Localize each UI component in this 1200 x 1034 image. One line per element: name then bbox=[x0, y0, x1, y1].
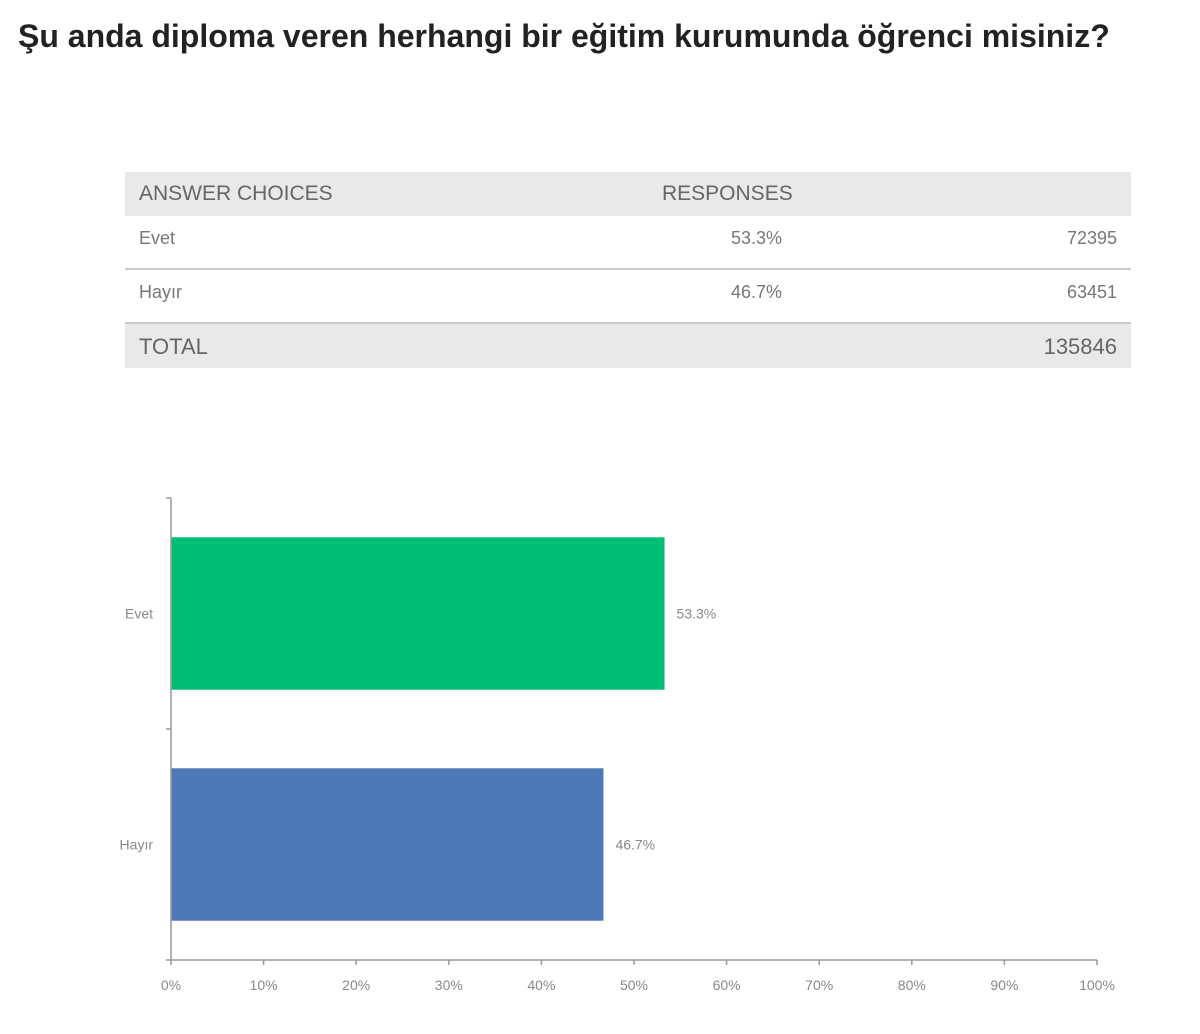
x-tick-label: 20% bbox=[342, 977, 370, 993]
x-tick-label: 60% bbox=[713, 977, 741, 993]
data-label: 53.3% bbox=[677, 606, 717, 622]
table-row: Evet 53.3% 72395 bbox=[125, 216, 1131, 270]
x-tick-label: 50% bbox=[620, 977, 648, 993]
x-tick-label: 90% bbox=[990, 977, 1018, 993]
answer-count: 72395 bbox=[1066, 228, 1117, 248]
category-label: Hayır bbox=[120, 837, 154, 853]
x-tick-label: 30% bbox=[435, 977, 463, 993]
x-tick-label: 10% bbox=[250, 977, 278, 993]
category-label: Evet bbox=[125, 606, 153, 622]
answer-label: Evet bbox=[139, 228, 176, 248]
response-summary-table: ANSWER CHOICES RESPONSES Evet 53.3% 7239… bbox=[125, 172, 1131, 368]
bar-0 bbox=[171, 537, 665, 690]
answer-percent: 46.7% bbox=[730, 282, 782, 302]
x-tick-label: 0% bbox=[161, 977, 181, 993]
total-label: TOTAL bbox=[139, 334, 208, 359]
table-header-row: ANSWER CHOICES RESPONSES bbox=[125, 172, 1131, 216]
bar-1 bbox=[171, 768, 604, 921]
answer-percent: 53.3% bbox=[730, 228, 782, 248]
data-label: 46.7% bbox=[615, 837, 655, 853]
answer-count: 63451 bbox=[1066, 282, 1117, 302]
answer-label: Hayır bbox=[139, 282, 183, 302]
x-tick-label: 80% bbox=[898, 977, 926, 993]
x-tick-label: 100% bbox=[1079, 977, 1115, 993]
total-count: 135846 bbox=[1043, 334, 1117, 359]
header-responses: RESPONSES bbox=[662, 182, 793, 205]
x-tick-label: 70% bbox=[805, 977, 833, 993]
page-title: Şu anda diploma veren herhangi bir eğiti… bbox=[18, 18, 1110, 54]
header-answer-choices: ANSWER CHOICES bbox=[139, 182, 333, 205]
table-row: Hayır 46.7% 63451 bbox=[125, 270, 1131, 324]
x-tick-label: 40% bbox=[527, 977, 555, 993]
table-total-row: TOTAL 135846 bbox=[125, 324, 1131, 368]
